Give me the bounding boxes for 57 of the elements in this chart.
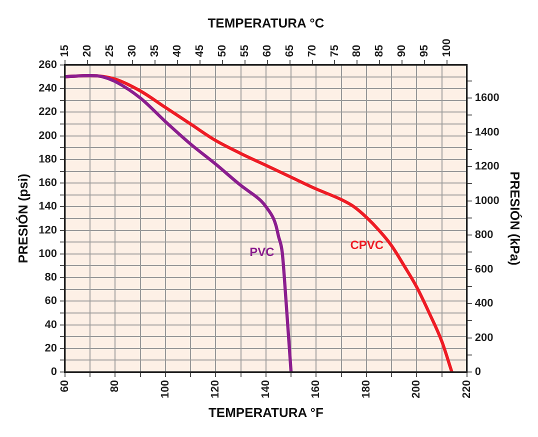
x2-tick-label: 80: [351, 44, 364, 57]
x-tick-label: 140: [260, 380, 272, 398]
y2-tick-label: 1200: [474, 160, 500, 173]
y2-tick-label: 0: [474, 366, 482, 378]
x2-tick-label: 85: [374, 44, 386, 57]
x-axis-title: TEMPERATURA °F: [208, 404, 324, 420]
x2-tick-label: 15: [58, 44, 71, 57]
y-tick-label: 140: [38, 200, 57, 213]
x-tick-label: 120: [210, 380, 222, 398]
y-tick-label: 200: [38, 130, 57, 142]
y-tick-label: 220: [38, 106, 57, 118]
y-tick-label: 60: [44, 295, 57, 308]
y2-tick-label: 1400: [474, 126, 500, 138]
x-tick-label: 60: [58, 380, 71, 392]
x-tick-label: 100: [159, 380, 172, 398]
series-label: CPVC: [350, 238, 384, 252]
y-tick-label: 240: [38, 82, 57, 95]
x2-tick-label: 20: [81, 44, 94, 57]
x-tick-label: 220: [460, 380, 473, 398]
x2-tick-label: 70: [306, 44, 318, 57]
x2-tick-label: 40: [171, 44, 184, 57]
y2-tick-label: 800: [474, 229, 494, 242]
y2-tick-label: 1000: [474, 194, 500, 207]
y2-tick-label: 1600: [474, 92, 500, 104]
y2-tick-label: 600: [474, 263, 494, 276]
y-tick-label: 260: [38, 58, 57, 71]
y-tick-label: 0: [50, 366, 57, 378]
y-tick-label: 160: [38, 177, 57, 190]
y-tick-label: 40: [44, 318, 57, 331]
x2-tick-label: 25: [104, 44, 116, 57]
series-label: PVC: [250, 245, 275, 260]
x-tick-label: 80: [109, 380, 122, 392]
x2-tick-label: 75: [328, 44, 341, 57]
x2-tick-label: 95: [418, 44, 431, 57]
x-tick-label: 160: [310, 380, 322, 398]
y-tick-label: 80: [44, 272, 57, 284]
y-tick-label: 180: [38, 153, 57, 166]
line-series: [64, 74, 293, 372]
x2-tick-label: 60: [261, 44, 274, 57]
x2-tick-label: 50: [216, 44, 228, 57]
y-tick-label: 20: [44, 342, 57, 354]
x-tick-label: 200: [410, 380, 423, 398]
x2-tick-label: 65: [284, 44, 296, 57]
x2-tick-label: 30: [126, 44, 138, 57]
y2-tick-label: 200: [474, 332, 494, 344]
x2-axis-title: TEMPERATURA °C: [208, 15, 325, 30]
y-tick-label: 120: [38, 224, 57, 236]
y-tick-label: 100: [38, 248, 57, 260]
x2-tick-label: 45: [194, 44, 206, 57]
x2-tick-label: 90: [396, 44, 408, 57]
y2-tick-label: 400: [474, 298, 494, 310]
y-axis-title: PRESIÓN (psi): [15, 174, 30, 264]
y2-axis-title: PRESIÓN (kPa): [508, 172, 523, 266]
x2-tick-label: 100: [441, 38, 454, 57]
x2-tick-label: 55: [238, 44, 251, 57]
x2-tick-label: 35: [148, 44, 161, 57]
x-tick-label: 180: [360, 380, 372, 398]
